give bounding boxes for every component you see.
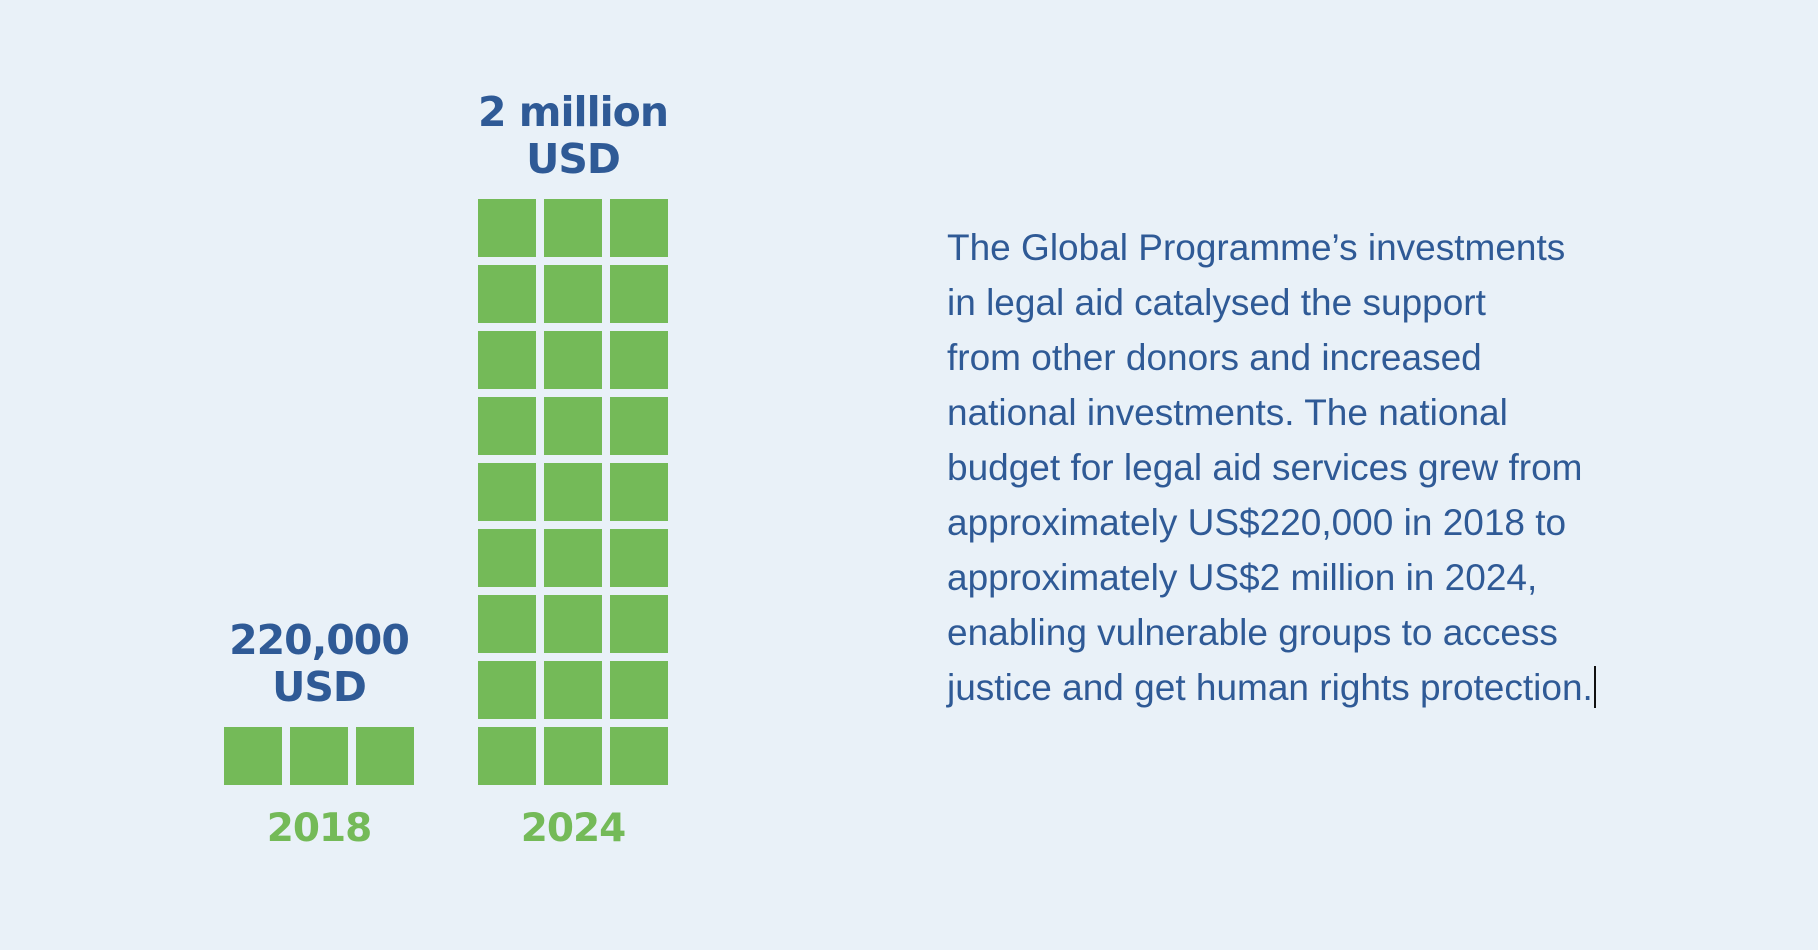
bar-square [478,331,536,389]
bar-square [544,397,602,455]
description-line: The Global Programme’s investments [947,227,1566,268]
bar-square [478,661,536,719]
bar-square [544,265,602,323]
description-line-last: justice and get human rights protection. [947,660,1667,715]
text-cursor-icon [1593,666,1596,708]
bar-square [610,595,668,653]
description-line: in legal aid catalysed the support [947,282,1486,323]
bar-square [544,331,602,389]
bar-square [478,595,536,653]
bar-square [610,397,668,455]
bar-square [610,463,668,521]
bar-square [610,529,668,587]
value-label: USD [526,135,620,183]
bar-square [478,727,536,785]
year-label: 2024 [521,806,626,851]
bar-square [610,661,668,719]
description-line: approximately US$2 million in 2024, [947,557,1538,598]
description-line: national investments. The national [947,392,1508,433]
value-label: USD [272,663,366,711]
bar-square [224,727,282,785]
description-line: budget for legal aid services grew from [947,447,1583,488]
bar-square [610,199,668,257]
bar-square [544,661,602,719]
description-line: approximately US$220,000 in 2018 to [947,502,1567,543]
description-paragraph: The Global Programme’s investments in le… [947,220,1667,715]
bar-square [478,265,536,323]
bar-square [478,397,536,455]
bar-square [544,529,602,587]
bar-square [544,463,602,521]
bar-square [290,727,348,785]
bar-square [478,529,536,587]
bar-square [478,199,536,257]
bar-square [544,727,602,785]
bar-square [356,727,414,785]
description-line: justice and get human rights protection. [947,667,1593,708]
value-label: 220,000 [229,616,409,664]
description-line: from other donors and increased [947,337,1482,378]
bar-square [478,463,536,521]
bar-square [610,727,668,785]
year-label: 2018 [267,806,372,851]
bar-square [544,199,602,257]
value-label: 2 million [478,88,668,136]
bar-square [610,265,668,323]
bar-square [544,595,602,653]
bar-square [610,331,668,389]
description-line: enabling vulnerable groups to access [947,612,1558,653]
